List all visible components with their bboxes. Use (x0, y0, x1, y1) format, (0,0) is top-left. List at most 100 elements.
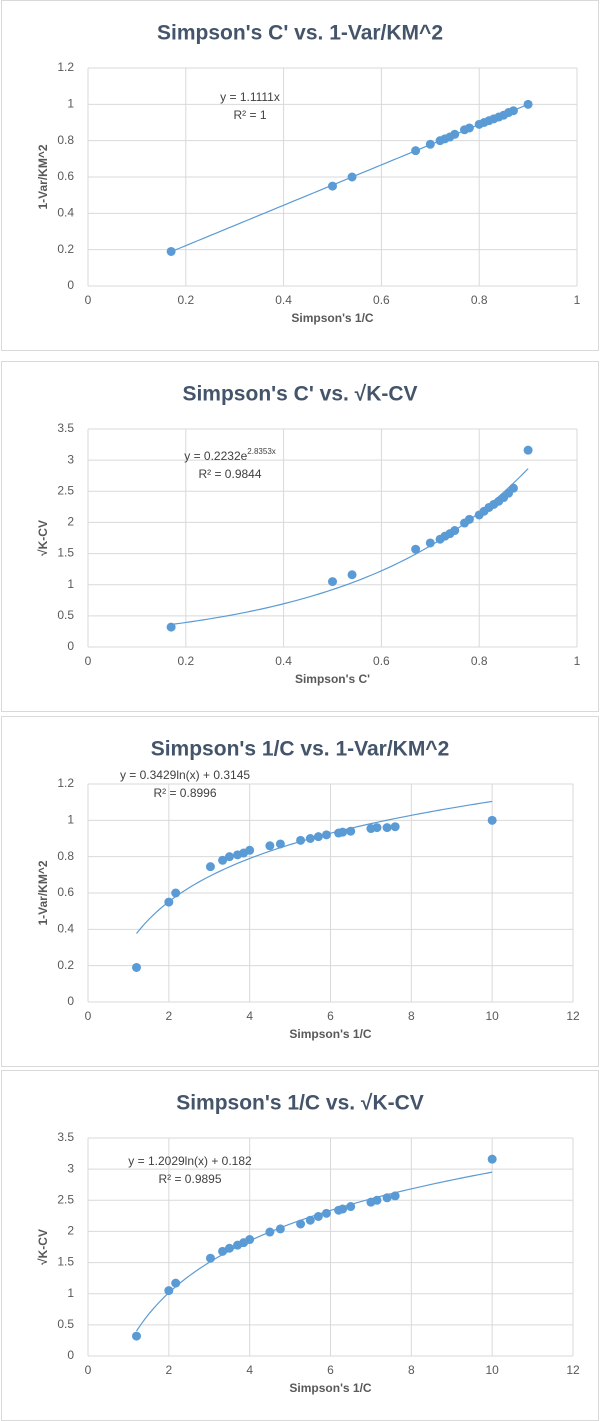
point (425, 139, 435, 149)
point (296, 835, 306, 845)
equation-text: y = 0.2232e (184, 449, 247, 463)
point (164, 897, 174, 907)
y-tick-label: 1.5 (57, 546, 74, 560)
y-tick-label: 0.2 (57, 242, 74, 256)
x-tick-label: 12 (566, 1363, 580, 1377)
point (390, 822, 400, 832)
x-axis-label: Simpson's C' (295, 672, 370, 686)
y-tick-label: 0.2 (57, 958, 74, 972)
equation-text: y = 0.3429ln(x) + 0.3145 (120, 768, 250, 782)
point (411, 146, 421, 156)
y-tick-label: 0.4 (57, 922, 74, 936)
x-tick-label: 10 (485, 1363, 499, 1377)
x-tick-label: 1 (574, 654, 581, 668)
point (164, 1286, 174, 1296)
point (346, 826, 356, 836)
y-tick-label: 2.5 (57, 1192, 74, 1206)
chart: Simpson's 1/C vs. √K-CV 0 0.5 1 1.5 2 2.5 3 3.5 0… (1, 1070, 599, 1421)
trendline-equation: y = 1.2029ln(x) + 0.182 (128, 1154, 252, 1168)
point (224, 1243, 234, 1253)
point (338, 1204, 348, 1214)
point (321, 1208, 331, 1218)
point (305, 1215, 315, 1225)
trendline-equation: y = 0.3429ln(x) + 0.3145 (120, 768, 250, 782)
point (245, 1235, 255, 1245)
y-axis-label: 1-Var/KM^2 (36, 144, 50, 209)
equation-text: y = 1.2029ln(x) + 0.182 (128, 1154, 252, 1168)
point (464, 123, 474, 133)
point (347, 570, 357, 580)
trendline (136, 1171, 493, 1332)
trendline-r2: R² = 0.9895 (158, 1172, 221, 1186)
y-tick-label: 1 (67, 813, 74, 827)
chart-border (1, 0, 599, 351)
x-axis-label: Simpson's 1/C (291, 311, 374, 325)
y-tick-label: 0.5 (57, 1317, 74, 1331)
y-tick-label: 1 (67, 577, 74, 591)
point (338, 827, 348, 837)
x-tick-label: 0.8 (471, 293, 488, 307)
point (508, 106, 518, 116)
y-tick-label: 0.8 (57, 849, 74, 863)
point (265, 841, 275, 851)
point (523, 445, 533, 455)
trendline-r2: R² = 0.8996 (153, 786, 216, 800)
y-tick-label: 0.5 (57, 608, 74, 622)
chart-title: Simpson's 1/C vs. √K-CV (176, 1092, 424, 1115)
chart-title: Simpson's 1/C vs. 1-Var/KM^2 (151, 738, 450, 761)
point (245, 845, 255, 855)
equation-text: y = 1.1111x (220, 90, 280, 104)
point (347, 172, 357, 182)
point (321, 830, 331, 840)
point (171, 888, 181, 898)
point (382, 1193, 392, 1203)
point (313, 1211, 323, 1221)
point (508, 483, 518, 493)
x-tick-label: 6 (327, 1363, 334, 1377)
trendline-equation: y = 0.2232e2.8353x (184, 447, 276, 463)
point (382, 823, 392, 833)
x-tick-label: 0 (85, 1009, 92, 1023)
y-tick-label: 0 (67, 639, 74, 653)
point (464, 514, 474, 524)
y-tick-label: 0.8 (57, 133, 74, 147)
point (411, 544, 421, 554)
point (523, 99, 533, 109)
y-tick-label: 0 (67, 1348, 74, 1362)
x-tick-label: 2 (165, 1009, 172, 1023)
point (275, 1224, 285, 1234)
point (328, 577, 337, 587)
x-tick-label: 1 (574, 293, 581, 307)
y-tick-label: 1 (67, 97, 74, 111)
trendline-r2: R² = 1 (233, 108, 266, 122)
x-tick-label: 0.6 (373, 654, 390, 668)
point (218, 855, 228, 865)
point (425, 538, 435, 548)
chart: Simpson's C' vs. √K-CV 0 0.5 1 1.5 2 2.5 3 3.5 0 0… (1, 361, 599, 712)
point (171, 1278, 181, 1288)
trendline-equation: y = 1.1111x (220, 90, 280, 104)
trendline (171, 468, 529, 626)
point (132, 1331, 141, 1341)
point (346, 1202, 356, 1212)
y-tick-label: 1 (67, 1286, 74, 1300)
point (372, 823, 382, 833)
chart-title: Simpson's C' vs. √K-CV (182, 383, 417, 406)
y-tick-label: 2 (67, 515, 74, 529)
chart-border (1, 716, 599, 1067)
point (487, 815, 497, 825)
y-tick-label: 3.5 (57, 421, 74, 435)
x-tick-label: 0.2 (177, 654, 194, 668)
x-tick-label: 4 (246, 1009, 253, 1023)
point (296, 1219, 306, 1229)
point (132, 962, 141, 972)
y-tick-label: 0 (67, 994, 74, 1008)
x-axis-label: Simpson's 1/C (289, 1027, 372, 1041)
chart-title: Simpson's C' vs. 1-Var/KM^2 (157, 22, 443, 45)
chart: Simpson's C' vs. 1-Var/KM^2 0 0.2 0.4 0.6 0.8… (1, 0, 599, 351)
chart: Simpson's 1/C vs. 1-Var/KM^2 0 0.2 0.4 0.6 0.… (1, 716, 599, 1067)
point (450, 526, 460, 536)
point (218, 1246, 228, 1256)
point (205, 862, 215, 872)
